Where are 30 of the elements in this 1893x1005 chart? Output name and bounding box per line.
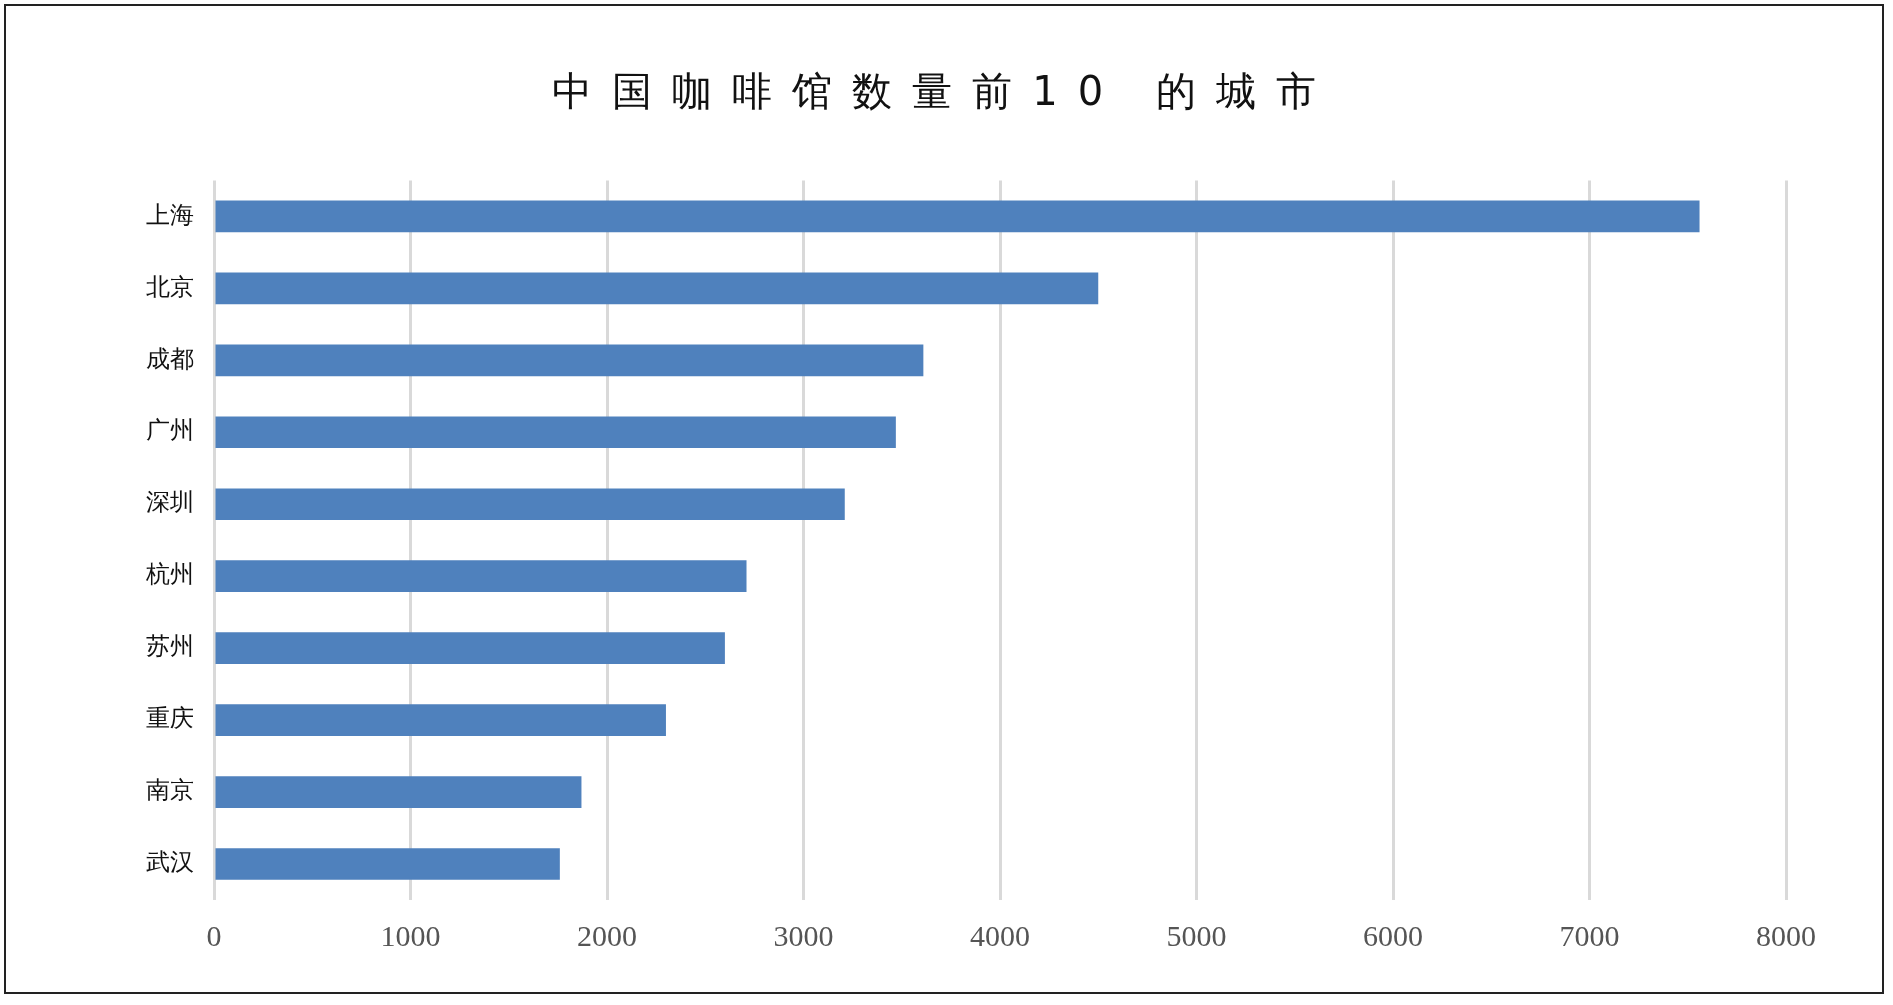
bar (215, 776, 582, 808)
y-tick-label: 武汉 (146, 848, 194, 877)
x-tick-label: 4000 (970, 918, 1030, 952)
y-tick-label: 重庆 (146, 704, 194, 733)
y-tick-label: 苏州 (146, 632, 194, 661)
y-tick-label: 广州 (146, 416, 194, 445)
y-tick-label: 深圳 (146, 488, 194, 517)
bar (215, 344, 924, 377)
x-tick-label: 3000 (773, 918, 834, 952)
bar (215, 200, 1700, 233)
x-tick-label: 6000 (1363, 918, 1423, 952)
x-tick-label: 5000 (1166, 918, 1227, 952)
bar (215, 560, 747, 593)
bar (215, 488, 845, 521)
y-tick-label: 成都 (146, 344, 194, 373)
bar (215, 416, 896, 449)
chart-title: 中国咖啡馆数量前10 的城市 (551, 67, 1337, 116)
y-tick-label: 北京 (146, 272, 194, 301)
bar (215, 704, 666, 736)
x-tick-label: 1000 (380, 918, 441, 952)
x-tick-label: 8000 (1756, 918, 1816, 952)
x-tick-label: 2000 (577, 918, 637, 952)
bar (215, 632, 725, 664)
x-tick-label: 0 (206, 918, 222, 952)
bar (215, 848, 560, 880)
x-tick-label: 7000 (1559, 918, 1620, 952)
bar (215, 272, 1099, 305)
y-tick-label: 南京 (146, 776, 194, 805)
y-tick-label: 上海 (146, 200, 194, 229)
y-tick-label: 杭州 (145, 560, 194, 589)
